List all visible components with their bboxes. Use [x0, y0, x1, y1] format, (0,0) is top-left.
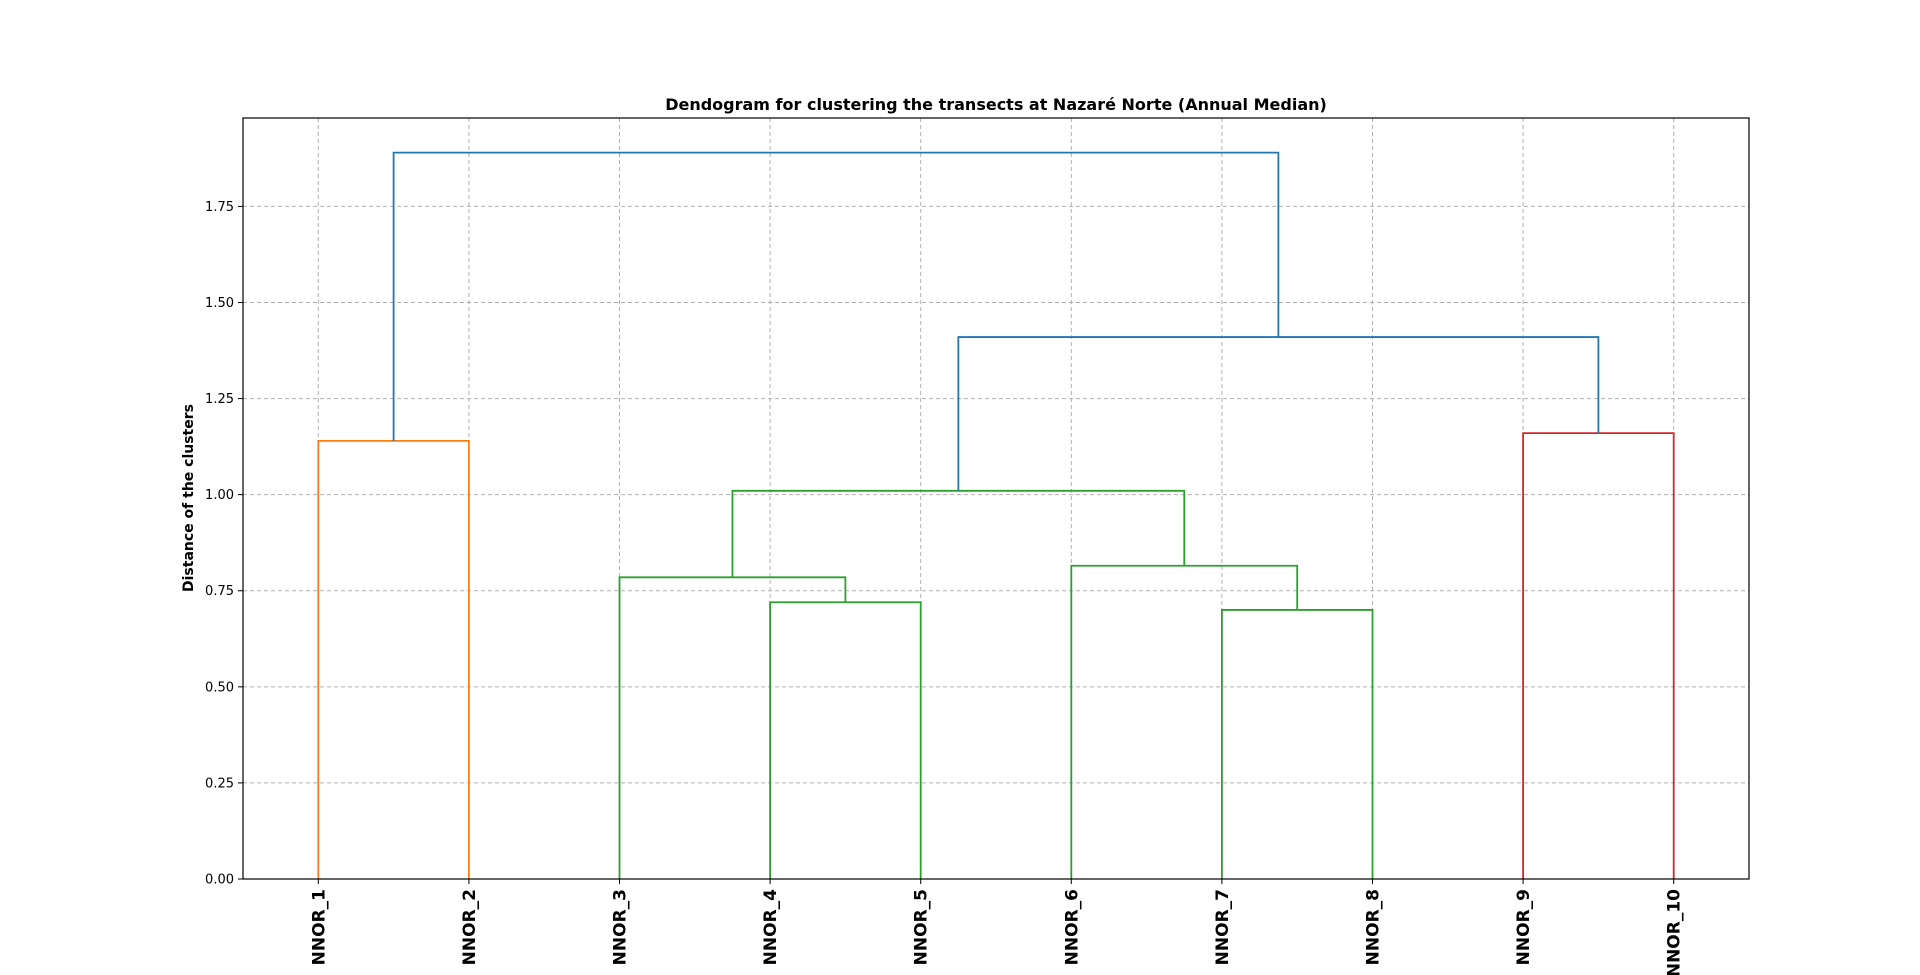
plot-frame — [242, 117, 1750, 880]
dendrogram-link — [1522, 432, 1675, 879]
y-tick-label: 1.00 — [205, 488, 234, 503]
y-tick-label: 0.00 — [205, 873, 234, 888]
dendrogram-link — [392, 151, 1280, 441]
leaf-label: NNOR_2 — [460, 889, 480, 965]
dendrogram-link — [769, 601, 922, 879]
dendrogram-link — [1221, 609, 1374, 879]
leaf-label: NNOR_7 — [1213, 889, 1233, 965]
y-tick-label: 0.25 — [205, 776, 234, 791]
y-tick-label: 1.25 — [205, 392, 234, 407]
y-axis-ticks: 0.00 0.25 0.50 0.75 1.00 1.25 1.50 1.75 — [205, 200, 243, 888]
leaf-label: NNOR_4 — [761, 889, 781, 965]
dendrogram-links — [317, 151, 1675, 879]
y-tick-label: 0.75 — [205, 584, 234, 599]
leaf-label: NNOR_9 — [1514, 889, 1534, 965]
leaf-label: NNOR_10 — [1665, 889, 1685, 975]
dendrogram-link — [1070, 564, 1299, 879]
dendrogram-link — [731, 489, 1186, 578]
chart-title: Dendogram for clustering the transects a… — [665, 95, 1327, 114]
leaf-label: NNOR_5 — [912, 889, 932, 965]
y-tick-label: 0.50 — [205, 680, 234, 695]
y-tick-label: 1.50 — [205, 296, 234, 311]
leaf-label: NNOR_6 — [1062, 889, 1082, 965]
dendrogram-link — [957, 336, 1600, 491]
y-tick-label: 1.75 — [205, 200, 234, 215]
dendrogram-link — [317, 439, 470, 879]
leaf-label: NNOR_3 — [611, 889, 631, 965]
leaf-label: NNOR_1 — [309, 889, 329, 965]
y-axis-label: Distance of the clusters — [181, 404, 197, 592]
dendrogram-link — [618, 576, 847, 879]
x-axis-ticks: NNOR_1 NNOR_2 NNOR_3 NNOR_4 NNOR_5 NNOR_6 NNOR… — [309, 879, 1685, 975]
leaf-label: NNOR_8 — [1364, 889, 1384, 965]
